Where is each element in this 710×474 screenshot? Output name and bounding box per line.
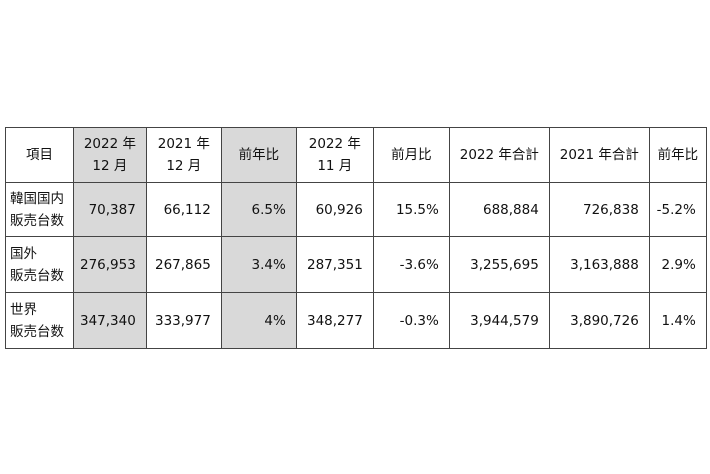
cell-line: 国外 xyxy=(10,245,37,262)
cell-line: 前年比 xyxy=(657,147,699,163)
data-cell: 3,944,579 xyxy=(448,292,550,349)
cell-line: 販売台数 xyxy=(10,212,64,229)
data-row: 国外 販売台数 276,953 267,865 3.4% 287,351 -3.6% 3,25… xyxy=(5,236,707,293)
cell-line: 前年比 xyxy=(238,147,280,163)
header-row: 項目 2022 年 12 月 2021 年 12 月 前年比 2022 年 11 月 前月比 20… xyxy=(5,127,707,183)
header-cell: 項目 xyxy=(5,127,74,183)
cell-line: 韓国国内 xyxy=(10,190,64,207)
data-cell: 348,277 xyxy=(295,292,374,349)
cell-line: 販売台数 xyxy=(10,267,64,284)
header-cell: 2022 年合計 xyxy=(448,127,550,183)
header-cell: 前年比 xyxy=(220,127,297,183)
cell-line: 2021 年合計 xyxy=(559,147,639,163)
data-cell: 287,351 xyxy=(295,236,374,293)
cell-line: 11 月 xyxy=(317,158,353,174)
cell-line: 2022 年合計 xyxy=(459,147,539,163)
data-cell: 4% xyxy=(220,292,297,349)
data-cell: -5.2% xyxy=(648,182,707,237)
data-cell: 70,387 xyxy=(73,182,147,237)
cell-line: 2022 年 xyxy=(308,136,361,152)
header-cell: 2022 年 12 月 xyxy=(73,127,147,183)
row-label: 国外 販売台数 xyxy=(5,236,74,293)
cell-line: 2022 年 xyxy=(83,136,136,152)
data-cell: 3,890,726 xyxy=(548,292,650,349)
data-cell: 688,884 xyxy=(448,182,550,237)
data-cell: 3.4% xyxy=(220,236,297,293)
data-cell: 3,255,695 xyxy=(448,236,550,293)
row-label: 世界 販売台数 xyxy=(5,292,74,349)
row-label: 韓国国内 販売台数 xyxy=(5,182,74,237)
header-cell: 2021 年 12 月 xyxy=(145,127,222,183)
cell-line: 前月比 xyxy=(391,147,432,163)
cell-line: 12 月 xyxy=(92,158,128,174)
data-cell: 347,340 xyxy=(73,292,147,349)
data-cell: 267,865 xyxy=(145,236,222,293)
data-cell: 6.5% xyxy=(220,182,297,237)
data-cell: 66,112 xyxy=(145,182,222,237)
data-row: 世界 販売台数 347,340 333,977 4% 348,277 -0.3% 3,944,… xyxy=(5,292,707,349)
sales-table: 項目 2022 年 12 月 2021 年 12 月 前年比 2022 年 11 月 前月比 20… xyxy=(5,127,707,349)
data-cell: 726,838 xyxy=(548,182,650,237)
data-row: 韓国国内 販売台数 70,387 66,112 6.5% 60,926 15.5% 688,8… xyxy=(5,182,707,237)
cell-line: 販売台数 xyxy=(10,323,64,340)
cell-line: 12 月 xyxy=(166,158,202,174)
data-cell: 60,926 xyxy=(295,182,374,237)
data-cell: 3,163,888 xyxy=(548,236,650,293)
data-cell: 276,953 xyxy=(73,236,147,293)
data-cell: -3.6% xyxy=(372,236,450,293)
header-cell: 2022 年 11 月 xyxy=(295,127,374,183)
header-cell: 前年比 xyxy=(648,127,707,183)
header-cell: 前月比 xyxy=(372,127,450,183)
data-cell: 2.9% xyxy=(648,236,707,293)
cell-line: 世界 xyxy=(10,301,37,318)
header-cell: 2021 年合計 xyxy=(548,127,650,183)
data-cell: -0.3% xyxy=(372,292,450,349)
data-cell: 15.5% xyxy=(372,182,450,237)
data-cell: 1.4% xyxy=(648,292,707,349)
table-body: 項目 2022 年 12 月 2021 年 12 月 前年比 2022 年 11 月 前月比 20… xyxy=(5,127,707,349)
cell-line: 2021 年 xyxy=(157,136,210,152)
cell-line: 項目 xyxy=(26,147,53,163)
data-cell: 333,977 xyxy=(145,292,222,349)
